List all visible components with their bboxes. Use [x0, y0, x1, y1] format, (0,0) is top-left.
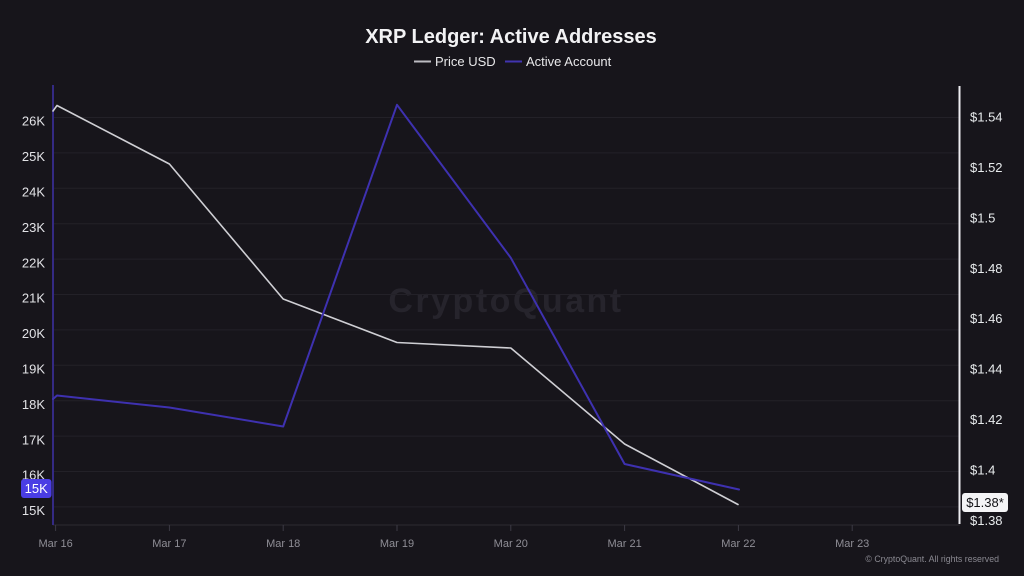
svg-text:Mar 16: Mar 16 — [38, 538, 72, 550]
svg-text:CryptoQuant: CryptoQuant — [388, 282, 623, 320]
svg-text:16K: 16K — [22, 468, 45, 483]
svg-text:20K: 20K — [22, 326, 45, 341]
svg-text:25K: 25K — [22, 149, 45, 164]
svg-text:XRP Ledger: Active Addresses: XRP Ledger: Active Addresses — [365, 26, 657, 48]
svg-text:$1.42: $1.42 — [970, 412, 1003, 427]
svg-text:17K: 17K — [22, 432, 45, 447]
svg-text:© CryptoQuant. All rights rese: © CryptoQuant. All rights reserved — [865, 554, 999, 564]
svg-text:Active Account: Active Account — [526, 54, 612, 69]
svg-text:$1.38*: $1.38* — [966, 495, 1004, 510]
svg-text:15K: 15K — [22, 503, 45, 518]
svg-text:23K: 23K — [22, 220, 45, 235]
svg-text:$1.5: $1.5 — [970, 210, 995, 225]
svg-text:Mar 19: Mar 19 — [380, 538, 414, 550]
svg-text:$1.54: $1.54 — [970, 110, 1003, 125]
svg-text:21K: 21K — [22, 291, 45, 306]
svg-text:Mar 17: Mar 17 — [152, 538, 186, 550]
svg-text:Price USD: Price USD — [435, 54, 496, 69]
svg-text:19K: 19K — [22, 362, 45, 377]
svg-text:22K: 22K — [22, 255, 45, 270]
svg-text:Mar 22: Mar 22 — [721, 538, 755, 550]
svg-text:Mar 20: Mar 20 — [494, 538, 528, 550]
svg-text:$1.38: $1.38 — [970, 513, 1003, 528]
svg-text:18K: 18K — [22, 397, 45, 412]
svg-text:$1.4: $1.4 — [970, 463, 995, 478]
svg-text:$1.48: $1.48 — [970, 261, 1003, 276]
svg-text:Mar 21: Mar 21 — [607, 538, 641, 550]
svg-text:$1.46: $1.46 — [970, 311, 1003, 326]
svg-text:26K: 26K — [22, 114, 45, 129]
svg-text:$1.52: $1.52 — [970, 160, 1003, 175]
svg-text:24K: 24K — [22, 185, 45, 200]
svg-text:15K: 15K — [25, 481, 48, 496]
svg-text:Mar 18: Mar 18 — [266, 538, 300, 550]
svg-text:Mar 23: Mar 23 — [835, 538, 869, 550]
svg-text:$1.44: $1.44 — [970, 362, 1003, 377]
